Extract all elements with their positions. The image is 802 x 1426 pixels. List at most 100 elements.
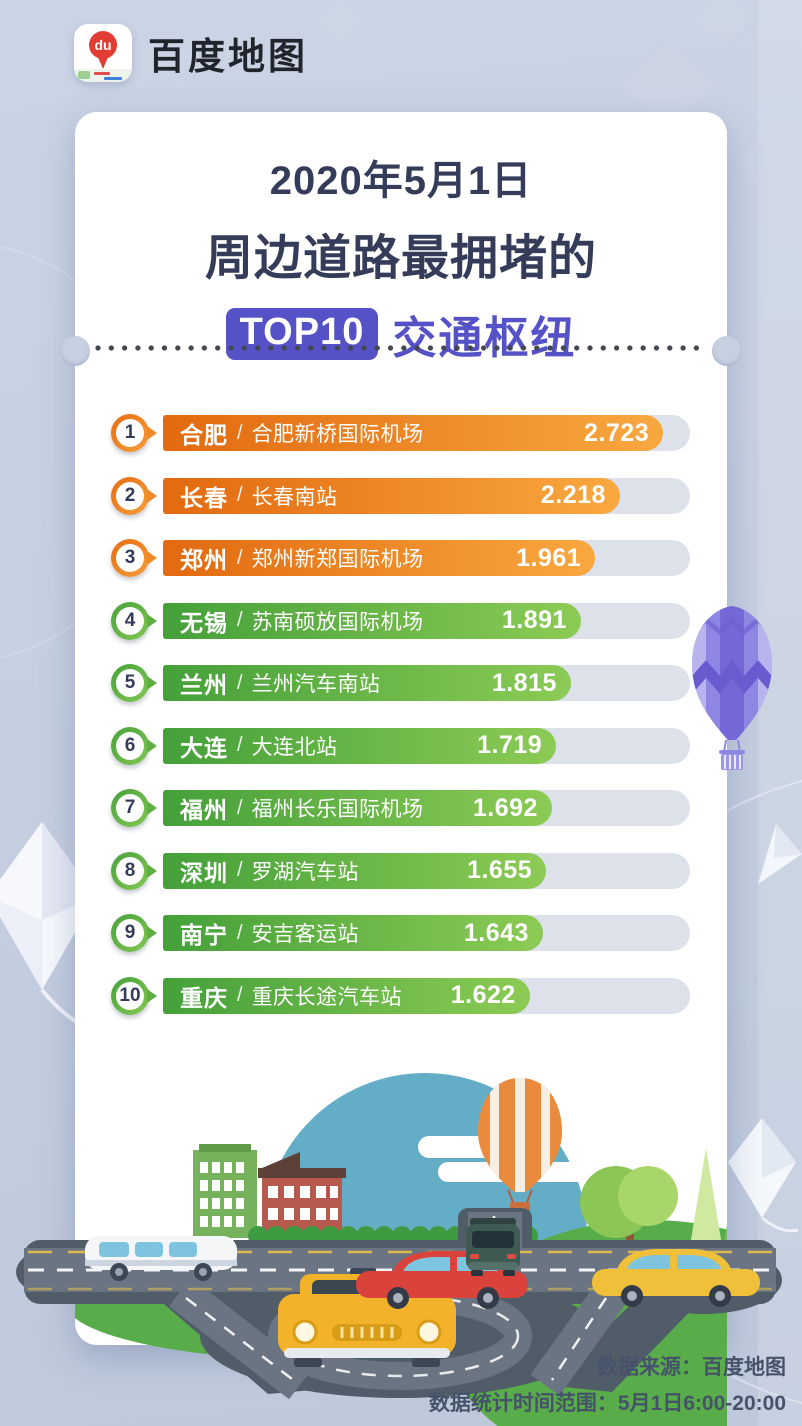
- title-hubs: 交通枢纽: [392, 314, 577, 363]
- rank-badge-pointer: [147, 988, 157, 1003]
- deco-diamond: [314, 0, 366, 48]
- rank-badge-pointer: [147, 738, 157, 753]
- kite-graphic: [0, 822, 133, 1035]
- hub-label: 长春南站: [251, 485, 338, 509]
- city-label: 兰州: [180, 672, 228, 698]
- congestion-value: 2.723: [584, 418, 650, 447]
- separator-slash: /: [237, 421, 243, 444]
- suv: [466, 1218, 520, 1276]
- rank-number: 3: [116, 544, 144, 572]
- ranking-row: 1 合肥 / 合肥新桥国际机场 2.723: [111, 414, 690, 452]
- rank-badge: 1: [111, 414, 157, 452]
- city-label: 大连: [180, 734, 228, 761]
- bar-track: 兰州 / 兰州汽车南站 1.815: [163, 665, 690, 701]
- city-label: 深圳: [180, 859, 228, 886]
- city-label: 无锡: [180, 609, 228, 636]
- hub-label: 罗湖汽车站: [251, 860, 360, 884]
- brand-header: du 百度地图: [74, 24, 308, 82]
- hub-label: 重庆长途汽车站: [251, 985, 403, 1009]
- bar-track: 大连 / 大连北站 1.719: [163, 727, 690, 764]
- ranking-row: 10 重庆 / 重庆长途汽车站 1.622: [111, 976, 690, 1015]
- rank-number: 2: [116, 481, 144, 510]
- title-main: 周边道路最拥堵的: [204, 232, 598, 285]
- kite-graphic: [728, 1118, 799, 1233]
- rank-number: 10: [116, 981, 144, 1010]
- congestion-bar: 长春 / 长春南站 2.218: [163, 477, 620, 514]
- title-block: 2020年5月1日 周边道路最拥堵的 TOP10 交通枢纽: [75, 148, 727, 366]
- city-label: 郑州: [180, 547, 228, 573]
- separator-slash: /: [237, 484, 243, 506]
- congestion-value: 1.891: [501, 606, 567, 634]
- rank-badge: 6: [111, 726, 157, 765]
- congestion-bar: 郑州 / 郑州新郑国际机场 1.961: [163, 540, 596, 576]
- title-sub: TOP10 交通枢纽: [75, 302, 727, 366]
- congestion-bar: 重庆 / 重庆长途汽车站 1.622: [163, 977, 530, 1014]
- rank-badge: 7: [111, 789, 157, 827]
- ranking-row: 6 大连 / 大连北站 1.719: [111, 726, 690, 765]
- city-label: 南宁: [180, 922, 228, 948]
- bar-track: 长春 / 长春南站 2.218: [163, 477, 690, 514]
- hub-label: 安吉客运站: [251, 923, 360, 946]
- hub-label: 苏南硕放国际机场: [251, 610, 424, 634]
- hub-label: 大连北站: [251, 735, 338, 759]
- rank-badge: 10: [111, 976, 157, 1015]
- green-building: [193, 1144, 257, 1238]
- map-pin-icon: du: [89, 31, 117, 59]
- rank-number: 5: [116, 669, 144, 697]
- rank-badge: 4: [111, 601, 157, 640]
- deco-diamond: [690, 0, 756, 50]
- content-card: 2020年5月1日 周边道路最拥堵的 TOP10 交通枢纽 1 合肥 / 合肥新…: [60, 112, 742, 1345]
- hub-label: 福州长乐国际机场: [251, 798, 424, 821]
- rank-badge-pointer: [147, 676, 157, 690]
- rank-badge: 5: [111, 664, 157, 702]
- top10-badge: TOP10: [225, 308, 379, 360]
- congestion-bar: 南宁 / 安吉客运站 1.643: [163, 915, 543, 951]
- congestion-value: 1.655: [467, 856, 533, 884]
- bar-track: 无锡 / 苏南硕放国际机场 1.891: [163, 602, 690, 639]
- congestion-bar: 合肥 / 合肥新桥国际机场 2.723: [163, 415, 664, 451]
- rank-badge: 8: [111, 851, 157, 890]
- separator-slash: /: [237, 796, 243, 819]
- dotted-divider: [95, 345, 707, 351]
- ranking-row: 9 南宁 / 安吉客运站 1.643: [111, 914, 690, 952]
- separator-slash: /: [237, 671, 243, 694]
- city-traffic-illustration: [16, 1073, 782, 1426]
- data-source-note: 数据来源：百度地图: [597, 1356, 786, 1379]
- bar-track: 郑州 / 郑州新郑国际机场 1.961: [163, 540, 690, 576]
- bar-track: 深圳 / 罗湖汽车站 1.655: [163, 852, 690, 889]
- congestion-value: 1.692: [472, 793, 538, 822]
- rank-number: 1: [116, 419, 144, 447]
- congestion-value: 1.719: [477, 731, 543, 759]
- rank-badge: 2: [111, 476, 157, 515]
- brand-name: 百度地图: [148, 36, 308, 77]
- rank-badge-pointer: [147, 613, 157, 628]
- rank-number: 7: [116, 794, 144, 822]
- congestion-bar: 深圳 / 罗湖汽车站 1.655: [163, 852, 547, 889]
- congestion-value: 2.218: [540, 481, 606, 509]
- rank-badge-pointer: [147, 551, 157, 565]
- bar-track: 南宁 / 安吉客运站 1.643: [163, 915, 690, 951]
- bar-track: 福州 / 福州长乐国际机场 1.692: [163, 790, 690, 826]
- footer: 数据来源：百度地图 数据统计时间范围：5月1日6:00-20:00: [429, 1350, 786, 1422]
- rank-badge-pointer: [147, 801, 157, 815]
- rank-badge: 9: [111, 914, 157, 952]
- city-label: 长春: [180, 484, 228, 511]
- round-tree: [580, 1166, 678, 1278]
- separator-slash: /: [237, 734, 243, 756]
- congestion-value: 1.961: [516, 543, 582, 572]
- separator-slash: /: [237, 859, 243, 881]
- yellow-car: [592, 1249, 760, 1307]
- congestion-bar: 无锡 / 苏南硕放国际机场 1.891: [163, 602, 581, 639]
- separator-slash: /: [237, 609, 243, 631]
- hub-label: 兰州汽车南站: [251, 673, 381, 696]
- ticket-notch-left: [60, 336, 90, 366]
- hub-label: 合肥新桥国际机场: [251, 423, 424, 446]
- congestion-bar: 大连 / 大连北站 1.719: [163, 727, 557, 764]
- rank-number: 8: [116, 856, 144, 885]
- ranking-row: 8 深圳 / 罗湖汽车站 1.655: [111, 851, 690, 890]
- ranking-row: 4 无锡 / 苏南硕放国际机场 1.891: [111, 601, 690, 640]
- ranking-row: 7 福州 / 福州长乐国际机场 1.692: [111, 789, 690, 827]
- map-pin-tail: [97, 55, 109, 69]
- ranking-list: 1 合肥 / 合肥新桥国际机场 2.723 2 长春 /: [111, 414, 690, 1015]
- van: [85, 1236, 237, 1281]
